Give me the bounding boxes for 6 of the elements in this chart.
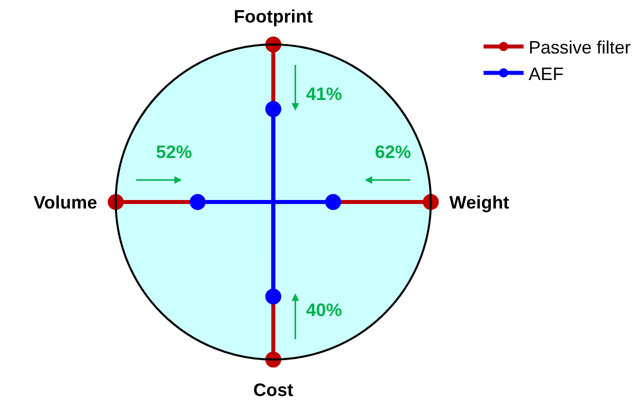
spoke-label: Weight	[449, 192, 510, 212]
legend-label: Passive filter	[528, 38, 631, 58]
spoke-label: Footprint	[234, 6, 313, 26]
legend-label: AEF	[528, 64, 564, 84]
spoke-label: Cost	[253, 380, 294, 400]
spoke-label: Volume	[33, 192, 98, 212]
